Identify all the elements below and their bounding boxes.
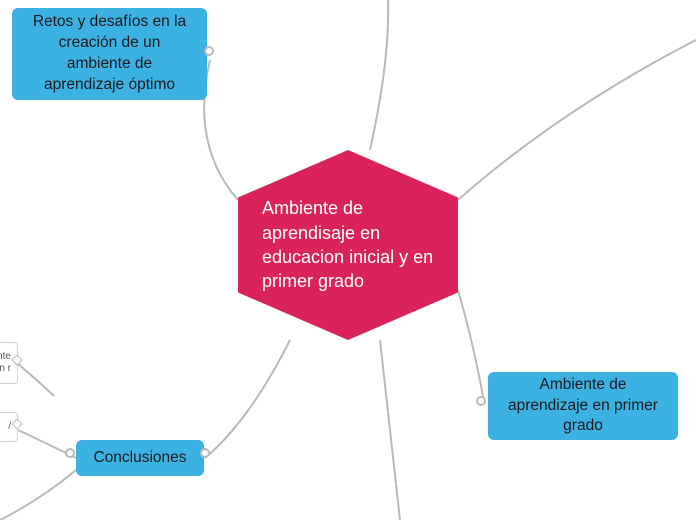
node-ambiente-primer-grado[interactable]: Ambiente de aprendizaje en primer grado [488,372,678,440]
center-node[interactable]: Ambiente de aprendisaje en educacion ini… [238,150,458,340]
edge [458,40,696,200]
node-conclusiones[interactable]: Conclusiones [76,440,204,476]
mindmap-canvas: Ambiente de aprendisaje en educacion ini… [0,0,696,520]
edge [205,340,290,458]
edge [458,290,484,402]
edge [18,364,54,396]
connector-icon [476,396,486,406]
partial-node-1-label: ente en r [0,351,11,375]
edge [380,340,400,520]
edge [370,0,388,150]
node-conclusiones-label: Conclusiones [90,448,190,469]
connector-icon [65,448,75,458]
connector-icon [200,448,210,458]
node-retos-label: Retos y desafíos en la creación de un am… [26,12,193,96]
edge [0,470,76,520]
center-label: Ambiente de aprendisaje en educacion ini… [262,196,434,293]
node-ambiente-primer-grado-label: Ambiente de aprendizaje en primer grado [502,375,664,438]
edge [204,60,238,200]
node-retos[interactable]: Retos y desafíos en la creación de un am… [12,8,207,100]
connector-icon [204,46,214,56]
partial-node-2-label: / [0,421,11,433]
